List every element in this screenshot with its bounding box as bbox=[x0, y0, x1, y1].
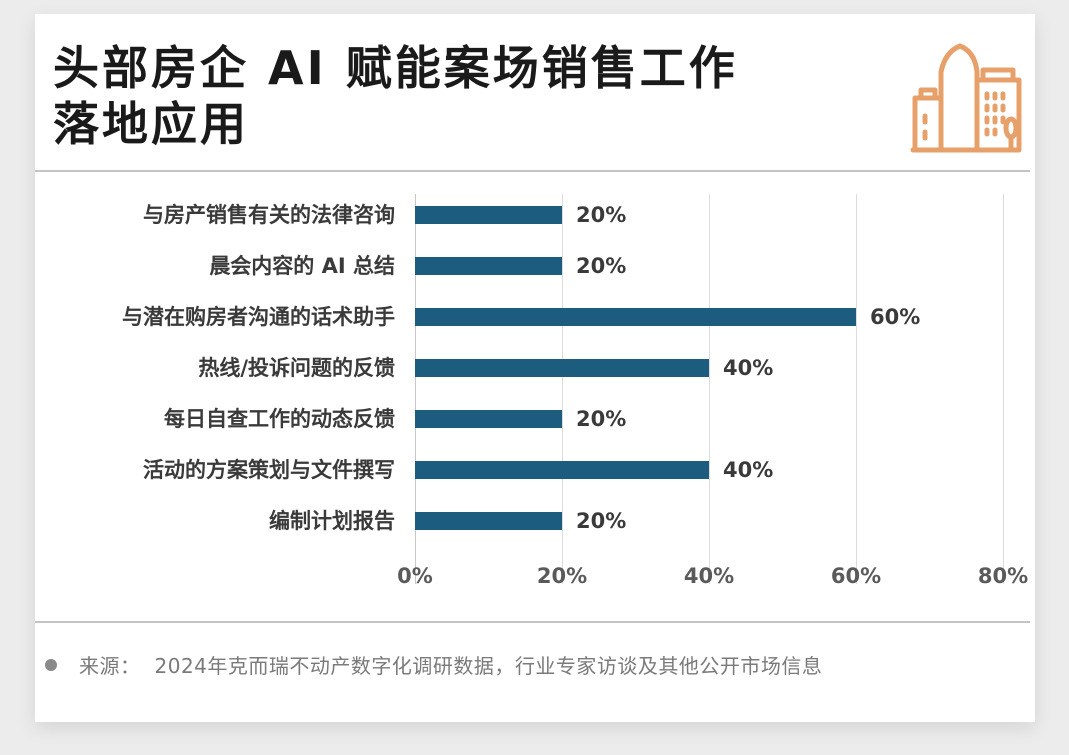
bar bbox=[415, 461, 709, 479]
chart-title: 头部房企 AI 赋能案场销售工作 落地应用 bbox=[53, 40, 873, 152]
bullet-dot-icon bbox=[45, 658, 57, 671]
gridline bbox=[856, 194, 857, 584]
title-line-1: 头部房企 AI 赋能案场销售工作 bbox=[53, 41, 738, 95]
footer-divider bbox=[35, 621, 1030, 623]
bar bbox=[415, 512, 562, 530]
bar bbox=[415, 206, 562, 224]
x-tick-label: 40% bbox=[683, 564, 735, 588]
category-label: 与潜在购房者沟通的话术助手 bbox=[122, 305, 395, 329]
category-label: 编制计划报告 bbox=[269, 509, 395, 533]
category-label: 晨会内容的 AI 总结 bbox=[209, 254, 395, 278]
value-label: 40% bbox=[723, 458, 774, 482]
source-label: 来源： bbox=[79, 654, 141, 678]
value-label: 20% bbox=[576, 254, 627, 278]
bar bbox=[415, 308, 856, 326]
y-axis-line bbox=[415, 194, 416, 584]
value-label: 20% bbox=[576, 407, 627, 431]
category-label: 热线/投诉问题的反馈 bbox=[198, 356, 395, 380]
chart-card: 头部房企 AI 赋能案场销售工作 落地应用 0% 20% 40% 60% 80% 与房产销… bbox=[35, 14, 1035, 722]
value-label: 20% bbox=[576, 203, 627, 227]
x-tick-label: 0% bbox=[397, 564, 433, 588]
gridline bbox=[1003, 194, 1004, 584]
category-label: 每日自查工作的动态反馈 bbox=[164, 407, 395, 431]
bar bbox=[415, 410, 562, 428]
x-tick-label: 60% bbox=[830, 564, 882, 588]
value-label: 60% bbox=[870, 305, 921, 329]
bar-chart: 0% 20% 40% 60% 80% 与房产销售有关的法律咨询 20% 晨会内容的 AI 总结… bbox=[35, 14, 1035, 614]
title-line-2: 落地应用 bbox=[53, 97, 249, 151]
category-label: 活动的方案策划与文件撰写 bbox=[143, 458, 395, 482]
source-note: 来源： 2024年克而瑞不动产数字化调研数据，行业专家访谈及其他公开市场信息 bbox=[45, 650, 822, 679]
gridline bbox=[709, 194, 710, 584]
value-label: 40% bbox=[723, 356, 774, 380]
x-tick-label: 80% bbox=[977, 564, 1029, 588]
bar bbox=[415, 359, 709, 377]
x-tick-label: 20% bbox=[536, 564, 588, 588]
city-buildings-icon bbox=[910, 43, 1022, 153]
bar bbox=[415, 257, 562, 275]
source-text: 2024年克而瑞不动产数字化调研数据，行业专家访谈及其他公开市场信息 bbox=[154, 654, 823, 678]
title-divider bbox=[35, 170, 1030, 172]
value-label: 20% bbox=[576, 509, 627, 533]
category-label: 与房产销售有关的法律咨询 bbox=[143, 203, 395, 227]
gridline bbox=[562, 194, 563, 584]
